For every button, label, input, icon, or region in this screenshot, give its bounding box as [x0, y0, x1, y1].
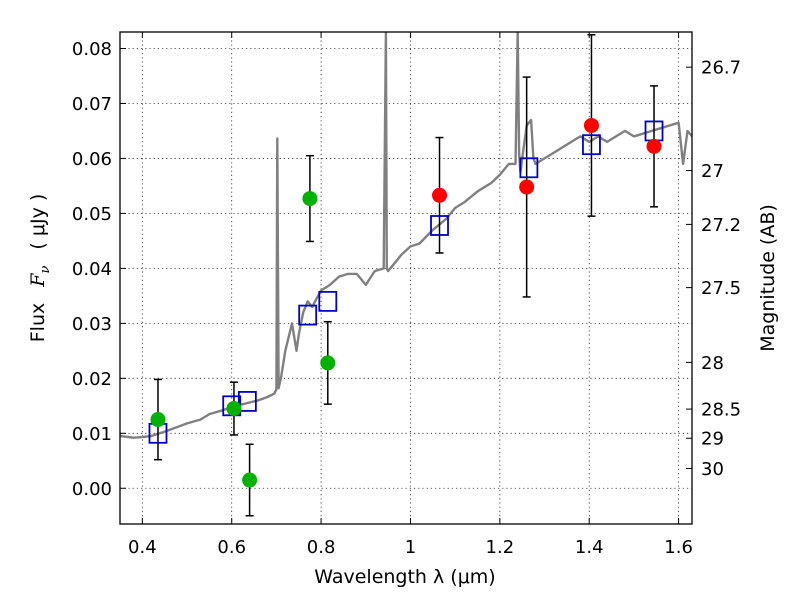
- model-photometry-square: [318, 290, 338, 312]
- x-tick-label: 1.2: [486, 537, 515, 558]
- observed-red-point: [432, 187, 448, 203]
- right-axis-tick-label: 27.5: [701, 278, 741, 299]
- y-tick-label: 0.05: [72, 204, 112, 225]
- y-tick-label: 0.04: [72, 259, 112, 280]
- x-tick-label: 0.4: [128, 537, 157, 558]
- y-axis-label-unit: ( μJy ): [27, 194, 49, 250]
- error-bar-layer: [153, 33, 659, 517]
- right-axis-tick-label: 27: [701, 161, 724, 182]
- right-axis-tick-label: 28: [701, 353, 724, 374]
- x-tick-label: 1.4: [575, 537, 604, 558]
- x-axis-label: Wavelength λ (μm): [314, 566, 495, 588]
- observed-red-point: [646, 138, 662, 154]
- x-tick-label: 1.6: [664, 537, 693, 558]
- y-axis-label: Flux Fν ( μJy ): [27, 194, 54, 343]
- plot-frame: [119, 31, 693, 525]
- right-axis-tick-label: 30: [701, 459, 724, 480]
- sed-model-layer: [120, 32, 692, 439]
- observed-green-point: [150, 412, 166, 428]
- sed-model-line: [120, 32, 692, 439]
- observed-green-point: [302, 191, 318, 207]
- observed-green-point: [320, 355, 336, 371]
- observed-green-point: [226, 401, 242, 417]
- observed-red-point: [583, 117, 599, 133]
- x-tick-label: 0.8: [307, 537, 336, 558]
- y-tick-label: 0.01: [72, 424, 112, 445]
- right-axis-tick-label: 28.5: [701, 400, 741, 421]
- y-tick-label: 0.00: [72, 479, 112, 500]
- y-tick-label: 0.02: [72, 369, 112, 390]
- model-photometry-square: [237, 391, 257, 412]
- model-photometry-square: [430, 215, 449, 236]
- y-tick-label: 0.06: [72, 149, 112, 170]
- model-photometry-square: [519, 157, 539, 179]
- grid: [120, 32, 692, 524]
- y-axis-label-subscript: ν: [38, 266, 53, 274]
- model-photometry-layer: [148, 120, 664, 444]
- right-axis-label: Magnitude (AB): [757, 204, 779, 352]
- y-tick-label: 0.08: [72, 39, 112, 60]
- right-axis-tick-label: 26.7: [701, 58, 741, 79]
- model-photometry-square: [582, 134, 601, 156]
- y-tick-label: 0.07: [72, 94, 112, 115]
- right-axis-tick-label: 29: [701, 429, 724, 450]
- right-axis-tick-label: 27.2: [701, 215, 741, 236]
- x-tick-label: 0.6: [217, 537, 246, 558]
- y-tick-label: 0.03: [72, 314, 112, 335]
- observed-points-layer: [150, 117, 662, 488]
- observed-green-point: [242, 472, 258, 488]
- observed-red-point: [519, 179, 535, 195]
- x-tick-label: 1: [405, 537, 416, 558]
- model-photometry-square: [298, 304, 318, 326]
- y-axis-label-prefix: Flux: [27, 303, 49, 343]
- y-axis-label-symbol: F: [27, 273, 49, 288]
- axes: 0.4 0.6 0.8 1 1.2 1.4 1.6 0.00 0.01 0.02 0.03 0.04 0…: [72, 32, 741, 558]
